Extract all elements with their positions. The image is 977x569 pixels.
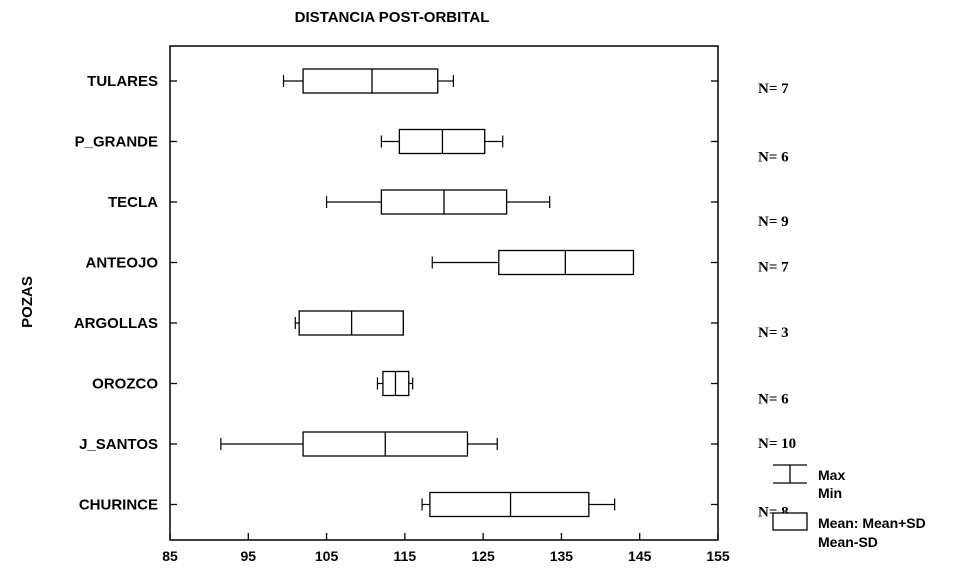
- box-tulares: TULARES: [87, 68, 718, 94]
- x-tick-label: 145: [628, 548, 652, 564]
- x-tick-label: 95: [240, 548, 256, 564]
- x-tick-label: 135: [550, 548, 574, 564]
- n-label: N= 3: [758, 325, 789, 341]
- sd-box: [429, 491, 590, 518]
- box-anteojo: ANTEOJO: [85, 249, 718, 276]
- x-tick-label: 155: [706, 548, 730, 564]
- n-label: N= 10: [758, 436, 796, 452]
- x-tick-label: 85: [162, 548, 178, 564]
- legend-max-label: Max: [818, 467, 845, 483]
- category-label: ARGOLLAS: [74, 315, 158, 332]
- n-label: N= 6: [758, 150, 789, 166]
- n-label: N= 7: [758, 81, 789, 97]
- category-label: CHURINCE: [79, 497, 158, 514]
- x-tick-label: 125: [471, 548, 495, 564]
- legend-mean-sd-label: Mean-SD: [818, 534, 878, 550]
- box-orozco: OROZCO: [92, 370, 718, 397]
- legend-min-label: Min: [818, 485, 842, 501]
- legend-mean-label: Mean: Mean+SD: [818, 515, 926, 531]
- n-label: N= 6: [758, 392, 789, 408]
- box-argollas: ARGOLLAS: [74, 310, 718, 336]
- boxes: TULARES P_GRANDE TECLA ANTEOJO ARGOLLAS OROZC…: [74, 68, 718, 518]
- x-tick-label: 115: [394, 548, 417, 564]
- legend-box-swatch: [772, 512, 808, 531]
- category-label: P_GRANDE: [75, 134, 158, 151]
- category-label: TULARES: [87, 73, 158, 90]
- category-label: TECLA: [108, 194, 158, 211]
- chart-title: DISTANCIA POST-ORBITAL: [295, 9, 490, 26]
- x-tick-label: 105: [315, 548, 339, 564]
- box-j-santos: J_SANTOS: [79, 431, 718, 457]
- sd-box: [498, 249, 635, 276]
- legend: Max Min Mean: Mean+SD Mean-SD: [772, 464, 926, 550]
- sd-box: [302, 68, 439, 94]
- category-label: J_SANTOS: [79, 436, 158, 453]
- category-label: ANTEOJO: [85, 255, 158, 272]
- box-churince: CHURINCE: [79, 491, 718, 518]
- y-axis-label: POZAS: [19, 276, 36, 328]
- n-labels: N= 7N= 6N= 9N= 7N= 3N= 6N= 10N= 8: [758, 81, 796, 521]
- x-axis-ticks: 85 95 105 115 125 135 145 155: [162, 533, 730, 564]
- n-label: N= 7: [758, 260, 789, 276]
- plot-frame: [169, 45, 719, 541]
- box-p-grande: P_GRANDE: [75, 128, 718, 155]
- box-tecla: TECLA: [108, 189, 718, 215]
- category-label: OROZCO: [92, 376, 158, 393]
- n-label: N= 9: [758, 214, 789, 230]
